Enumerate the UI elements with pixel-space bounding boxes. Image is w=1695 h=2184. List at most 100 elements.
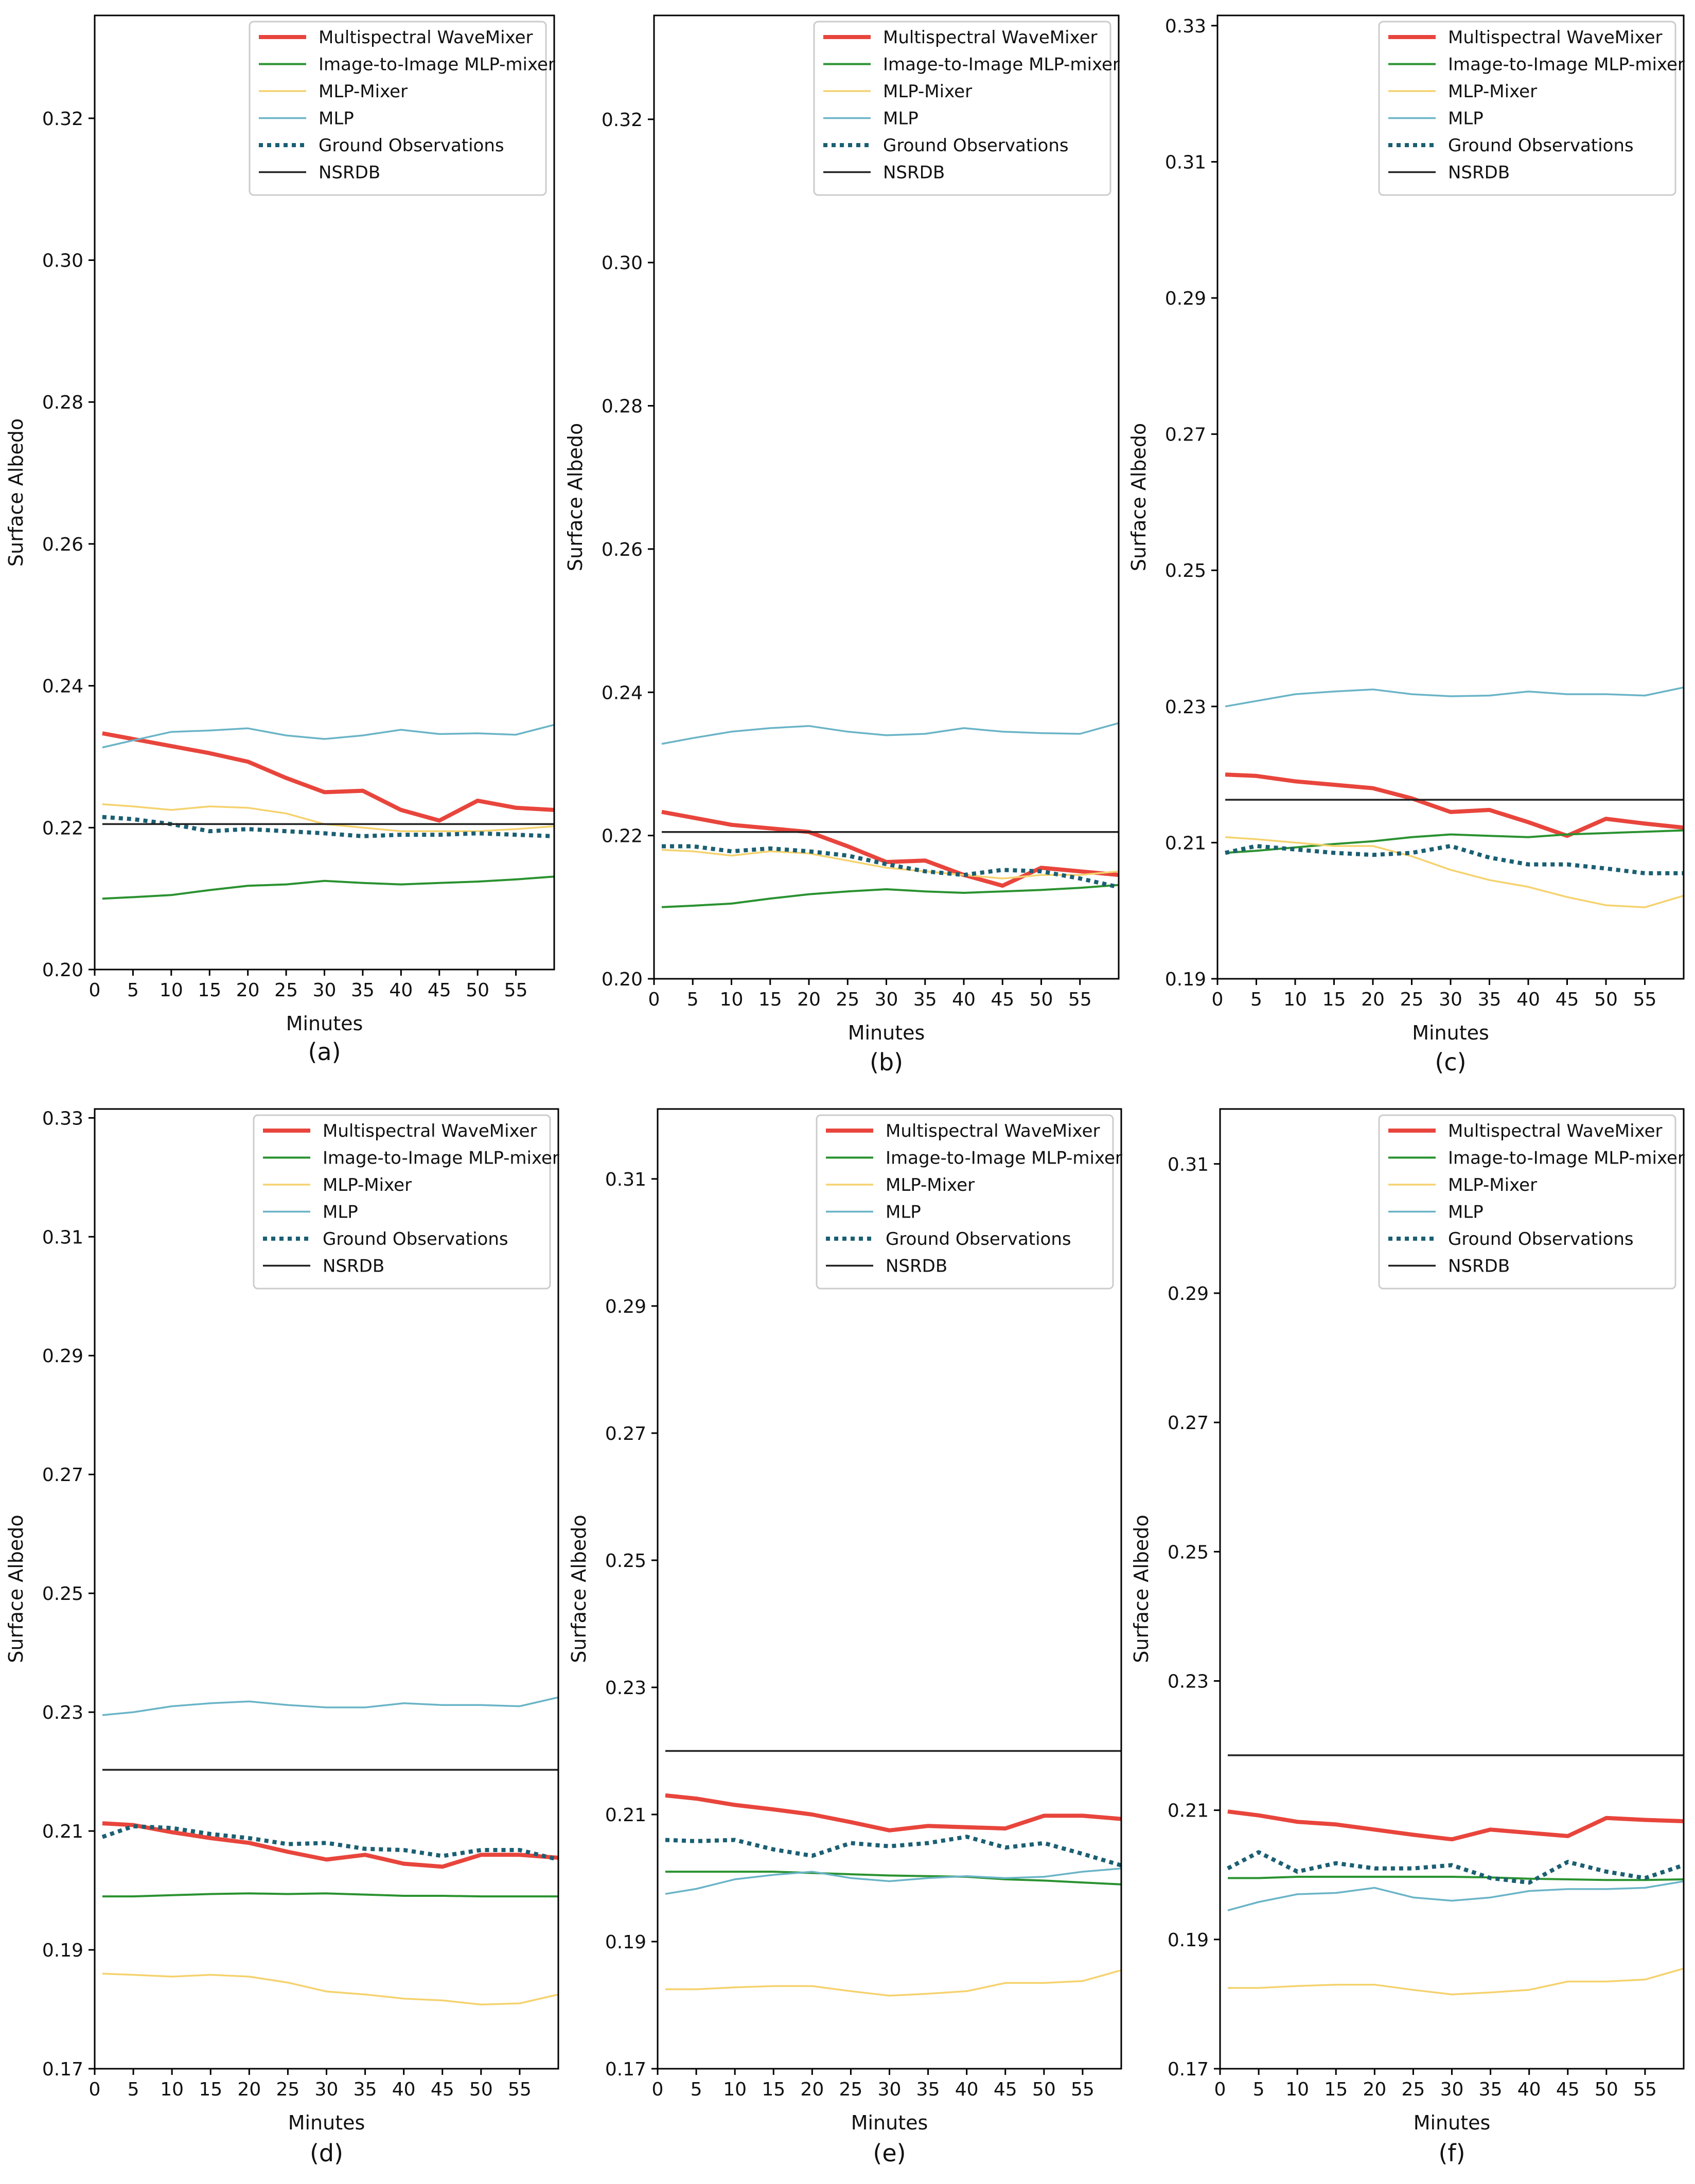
legend-box (1378, 1114, 1676, 1290)
y-tick-label: 0.28 (602, 396, 643, 417)
legend-label-multispectral-wavemixer: Multispectral WaveMixer (319, 27, 533, 48)
x-tick-label: 45 (1556, 2079, 1580, 2100)
y-tick-label: 0.27 (1165, 425, 1206, 446)
legend-label-ground-observations: Ground Observations (883, 135, 1069, 156)
x-tick-label: 0 (89, 2079, 101, 2100)
x-axis-label: Minutes (286, 1012, 363, 1035)
y-tick-label: 0.17 (42, 2059, 83, 2080)
legend-label-mlp-mixer: MLP-Mixer (319, 81, 408, 102)
legend-label-multispectral-wavemixer: Multispectral WaveMixer (883, 27, 1098, 48)
x-tick-label: 0 (1214, 2079, 1226, 2100)
legend-label-mlp: MLP (323, 1202, 358, 1223)
y-tick-label: 0.31 (1165, 152, 1206, 173)
legend-label-nsrdb: NSRDB (323, 1256, 384, 1277)
y-axis-label: Surface Albedo (1127, 423, 1150, 571)
x-tick-label: 40 (955, 2079, 979, 2100)
y-tick-label: 0.17 (605, 2059, 646, 2080)
panel-caption: (a) (308, 1038, 341, 1066)
y-tick-label: 0.21 (1168, 1801, 1209, 1822)
chart-panel-c: 0 5 10 15 20 25 30 35 40 45 50 55 0.19 0.21 0.23 0.25 0.… (1127, 14, 1685, 1076)
legend-box (816, 1114, 1114, 1290)
series-line-multispectral-wavemixer (1225, 772, 1684, 838)
legend: Multispectral WaveMixer Image-to-Image ML… (249, 21, 555, 196)
x-tick-label: 15 (1324, 2079, 1348, 2100)
y-tick-label: 0.19 (605, 1932, 646, 1953)
y-tick-label: 0.29 (1165, 288, 1206, 309)
y-tick-label: 0.19 (42, 1940, 83, 1961)
x-tick-label: 40 (392, 2079, 416, 2100)
legend-label-mlp: MLP (1448, 109, 1484, 129)
y-axis-label: Surface Albedo (564, 423, 587, 571)
y-tick-label: 0.27 (42, 1465, 83, 1486)
y-tick-label: 0.23 (42, 1702, 83, 1723)
series-line-image-to-image-mlp-mixer (102, 875, 554, 900)
y-tick-label: 0.17 (1168, 2059, 1209, 2080)
y-tick-label: 0.23 (1165, 697, 1206, 718)
panel-caption: (c) (1435, 1048, 1466, 1076)
x-tick-label: 15 (762, 2079, 785, 2100)
y-tick-label: 0.25 (1165, 560, 1206, 582)
y-tick-label: 0.28 (42, 392, 83, 413)
y-tick-label: 0.27 (605, 1423, 646, 1445)
x-tick-label: 40 (389, 980, 413, 1001)
x-tick-label: 10 (720, 989, 744, 1010)
y-tick-label: 0.26 (42, 534, 83, 555)
panel-caption: (d) (310, 2139, 343, 2167)
x-tick-label: 20 (236, 980, 260, 1001)
x-tick-label: 30 (315, 2079, 339, 2100)
legend-label-mlp: MLP (319, 109, 354, 129)
x-tick-label: 5 (1253, 2079, 1265, 2100)
panel-caption: (e) (873, 2139, 906, 2167)
x-tick-label: 35 (916, 2079, 940, 2100)
x-tick-label: 50 (1595, 2079, 1618, 2100)
legend-box (253, 1114, 551, 1290)
x-tick-label: 40 (1516, 989, 1540, 1010)
chart-panel-e: 0 5 10 15 20 25 30 35 40 45 50 55 0.17 0.19 0.21 0.23 0.… (568, 1108, 1122, 2167)
y-tick-label: 0.23 (605, 1678, 646, 1699)
legend: Multispectral WaveMixer Image-to-Image ML… (1378, 1114, 1685, 1290)
series-line-image-to-image-mlp-mixer (102, 1892, 558, 1898)
x-tick-label: 50 (1030, 989, 1053, 1010)
series-line-multispectral-wavemixer (665, 1793, 1121, 1833)
y-tick-label: 0.33 (42, 1108, 83, 1129)
legend-label-ground-observations: Ground Observations (886, 1229, 1071, 1249)
x-tick-label: 55 (508, 2079, 532, 2100)
y-tick-label: 0.21 (42, 1821, 83, 1842)
legend-label-multispectral-wavemixer: Multispectral WaveMixer (1448, 27, 1663, 48)
y-tick-label: 0.29 (1168, 1283, 1209, 1305)
x-tick-label: 45 (991, 989, 1014, 1010)
x-tick-label: 50 (1032, 2079, 1056, 2100)
x-tick-label: 10 (1285, 2079, 1309, 2100)
x-tick-label: 5 (691, 2079, 702, 2100)
x-tick-label: 30 (1439, 989, 1462, 1010)
legend-label-nsrdb: NSRDB (886, 1256, 947, 1277)
y-tick-label: 0.19 (1165, 969, 1206, 990)
x-tick-label: 45 (428, 980, 451, 1001)
legend-label-image-to-image-mlp-mixer: Image-to-Image MLP-mixer (883, 55, 1120, 75)
y-tick-label: 0.20 (42, 960, 83, 981)
x-tick-label: 50 (466, 980, 489, 1001)
series-line-ground-observations (102, 815, 554, 838)
x-tick-label: 20 (1361, 989, 1385, 1010)
y-tick-label: 0.31 (1168, 1154, 1209, 1175)
x-tick-label: 0 (652, 2079, 664, 2100)
y-tick-label: 0.25 (42, 1583, 83, 1605)
y-tick-label: 0.29 (605, 1296, 646, 1317)
y-tick-label: 0.30 (42, 251, 83, 272)
legend-label-mlp-mixer: MLP-Mixer (1448, 1175, 1537, 1195)
legend-label-nsrdb: NSRDB (1448, 163, 1510, 183)
x-tick-label: 55 (504, 980, 528, 1001)
x-tick-label: 15 (199, 2079, 222, 2100)
y-tick-label: 0.21 (605, 1805, 646, 1826)
legend-label-mlp-mixer: MLP-Mixer (1448, 81, 1537, 102)
legend-label-mlp: MLP (1448, 1202, 1484, 1223)
legend-label-ground-observations: Ground Observations (319, 135, 504, 156)
legend-label-multispectral-wavemixer: Multispectral WaveMixer (886, 1121, 1100, 1141)
legend-label-image-to-image-mlp-mixer: Image-to-Image MLP-mixer (886, 1148, 1122, 1169)
series-line-ground-observations (665, 1835, 1121, 1868)
x-tick-label: 30 (313, 980, 337, 1001)
chart-panel-b: 0 5 10 15 20 25 30 35 40 45 50 55 0.20 0.22 0.24 0.26 0.… (564, 14, 1120, 1076)
x-tick-label: 25 (276, 2079, 300, 2100)
x-tick-label: 0 (648, 989, 660, 1010)
chart-panel-f: 0 5 10 15 20 25 30 35 40 45 50 55 0.17 0.19 0.21 0.23 0.… (1130, 1108, 1685, 2167)
